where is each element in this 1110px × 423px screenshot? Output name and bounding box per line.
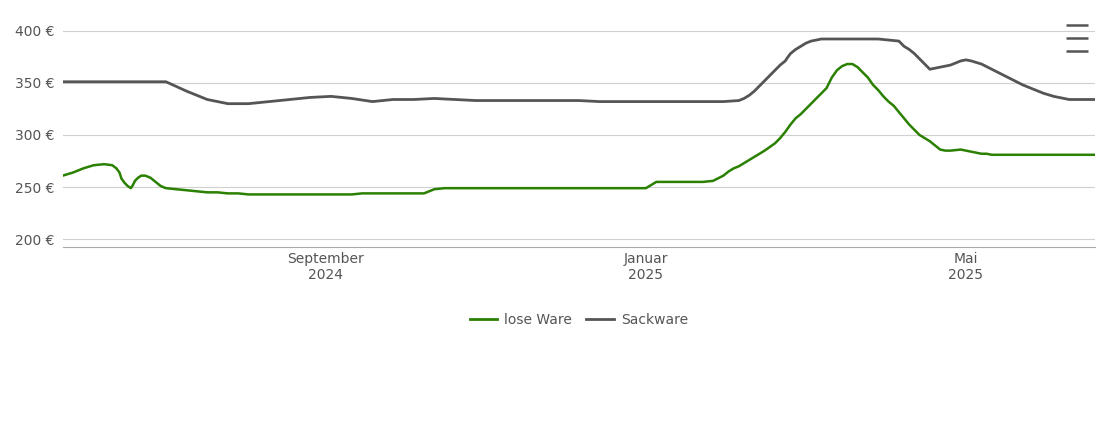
Legend: lose Ware, Sackware: lose Ware, Sackware bbox=[464, 307, 694, 332]
